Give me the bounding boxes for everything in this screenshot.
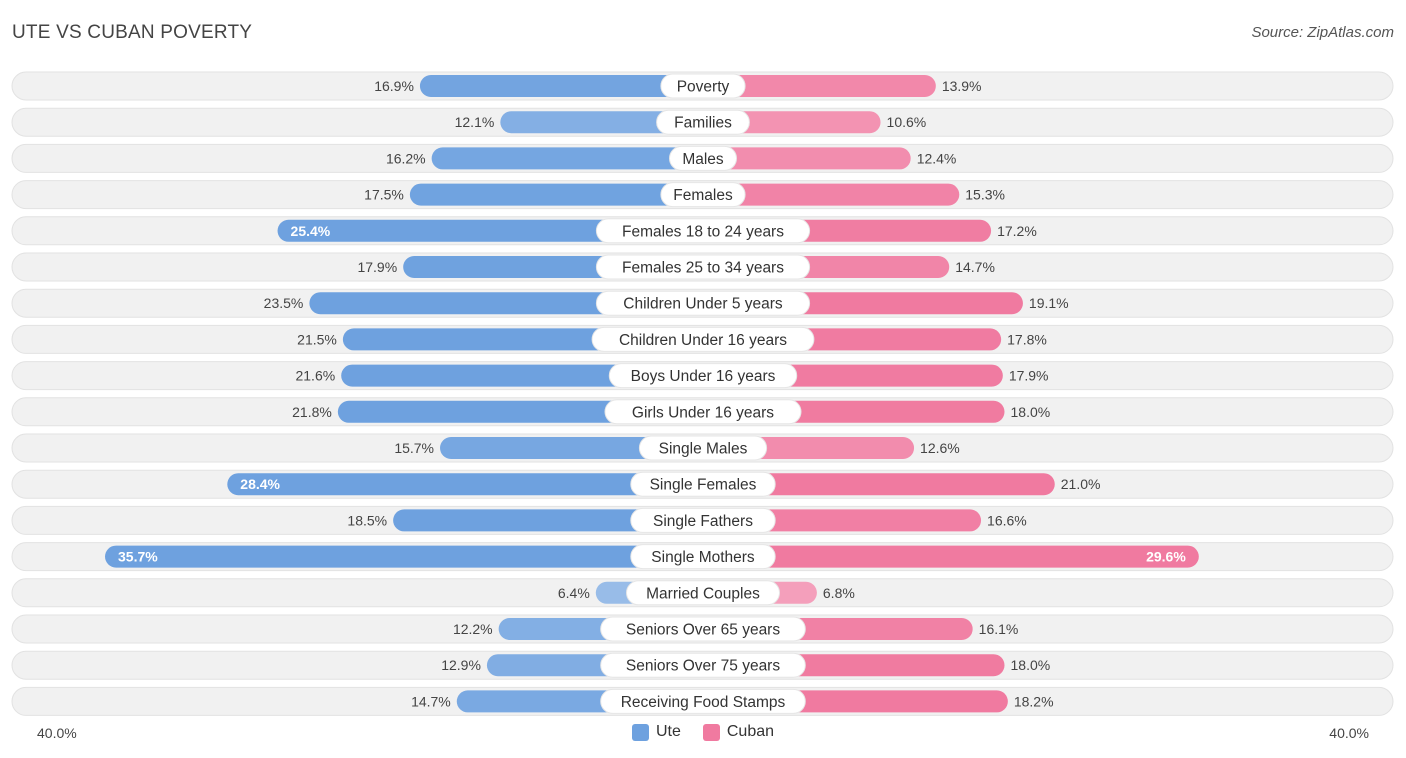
value-label-ute: 12.1% [455, 114, 495, 130]
category-label: Married Couples [646, 585, 760, 602]
value-label-ute: 16.2% [386, 150, 426, 166]
source-label: Source: ZipAtlas.com [1251, 24, 1394, 41]
chart-svg: 16.9% 13.9% Poverty 12.1% 10.6% Families 16.2%… [11, 71, 1394, 716]
value-label-cuban: 18.0% [1011, 657, 1051, 673]
category-label: Seniors Over 75 years [626, 658, 780, 675]
chart-title: UTE VS CUBAN POVERTY [12, 22, 253, 43]
value-label-ute: 28.4% [240, 476, 280, 492]
axis-right-label: 40.0% [1329, 725, 1369, 741]
category-label: Females 25 to 34 years [622, 260, 784, 277]
category-label: Seniors Over 65 years [626, 622, 780, 639]
category-label: Single Mothers [651, 549, 755, 566]
value-label-ute: 12.2% [453, 621, 493, 637]
value-label-ute: 14.7% [411, 693, 451, 709]
value-label-cuban: 10.6% [887, 114, 927, 130]
value-label-cuban: 21.0% [1061, 476, 1101, 492]
value-label-ute: 17.5% [364, 187, 404, 203]
value-label-cuban: 16.1% [979, 621, 1019, 637]
bar-cuban [703, 473, 1055, 496]
category-pill [630, 471, 776, 497]
category-label: Children Under 16 years [619, 332, 787, 349]
value-label-ute: 16.9% [374, 78, 414, 94]
value-label-cuban: 17.2% [997, 223, 1037, 239]
legend-label-cuban: Cuban [726, 723, 775, 740]
value-label-cuban: 13.9% [942, 78, 982, 94]
bar-ute [419, 75, 703, 97]
legend-label-ute: Ute [655, 723, 681, 740]
bar-cuban [703, 545, 1199, 568]
legend-swatch-ute [631, 723, 649, 741]
value-label-cuban: 17.9% [1009, 368, 1049, 384]
value-label-cuban: 14.7% [955, 259, 995, 275]
bar-ute [440, 437, 703, 459]
category-pill [656, 109, 750, 135]
category-label: Poverty [677, 79, 730, 96]
category-pill [630, 544, 776, 570]
category-pill [595, 254, 811, 280]
value-label-cuban: 12.4% [917, 150, 957, 166]
legend-item-ute[interactable]: Ute [631, 723, 681, 741]
bar-ute [393, 509, 703, 532]
category-pill [595, 218, 811, 244]
value-label-cuban: 19.1% [1029, 295, 1069, 311]
category-label: Receiving Food Stamps [621, 694, 786, 711]
value-label-cuban: 16.6% [987, 512, 1027, 528]
category-pill [660, 73, 746, 99]
value-label-cuban: 6.8% [823, 585, 855, 601]
category-label: Children Under 5 years [623, 296, 783, 313]
category-pill [608, 363, 798, 389]
category-label: Single Females [650, 477, 757, 494]
category-label: Boys Under 16 years [631, 368, 776, 385]
value-label-cuban: 15.3% [965, 187, 1005, 203]
value-label-ute: 18.5% [347, 512, 387, 528]
value-label-cuban: 12.6% [920, 440, 960, 456]
value-label-ute: 21.5% [297, 331, 337, 347]
value-label-ute: 17.9% [357, 259, 397, 275]
value-label-ute: 6.4% [558, 585, 590, 601]
value-label-ute: 35.7% [118, 549, 158, 565]
category-pill [600, 652, 806, 678]
category-pill [600, 688, 806, 714]
category-label: Families [674, 115, 732, 132]
category-label: Males [682, 151, 724, 168]
category-label: Single Fathers [653, 513, 753, 530]
legend-item-cuban[interactable]: Cuban [702, 723, 775, 741]
category-pill [630, 507, 776, 533]
value-label-cuban: 18.0% [1011, 404, 1051, 420]
bar-cuban [703, 75, 936, 97]
bar-ute [277, 219, 703, 242]
category-pill [660, 182, 746, 208]
value-label-cuban: 18.2% [1014, 693, 1054, 709]
bar-ute [431, 147, 703, 170]
bar-cuban [703, 147, 911, 170]
legend-swatch-cuban [702, 723, 720, 741]
bar-ute [227, 473, 704, 496]
value-label-ute: 21.6% [295, 368, 335, 384]
legend: Ute Cuban [0, 723, 1406, 741]
category-pill [595, 290, 811, 316]
axis-left-label: 40.0% [37, 725, 77, 741]
category-pill [638, 435, 768, 461]
bar-ute [105, 545, 703, 568]
bar-ute [409, 183, 703, 206]
category-pill [591, 326, 815, 352]
category-pill [669, 145, 737, 171]
value-label-ute: 21.8% [292, 404, 332, 420]
category-pill [626, 580, 780, 606]
category-pill [604, 399, 802, 425]
category-pill [600, 616, 806, 642]
bar-cuban [703, 183, 960, 206]
value-label-ute: 15.7% [394, 440, 434, 456]
value-label-cuban: 29.6% [1146, 549, 1186, 565]
category-label: Females [673, 187, 733, 204]
value-label-ute: 23.5% [264, 295, 304, 311]
value-label-cuban: 17.8% [1007, 331, 1047, 347]
value-label-ute: 12.9% [441, 657, 481, 673]
category-label: Females 18 to 24 years [622, 223, 784, 240]
bar-ute [500, 111, 703, 134]
category-label: Girls Under 16 years [632, 404, 774, 421]
category-label: Single Males [659, 441, 748, 458]
value-label-ute: 25.4% [291, 223, 331, 239]
